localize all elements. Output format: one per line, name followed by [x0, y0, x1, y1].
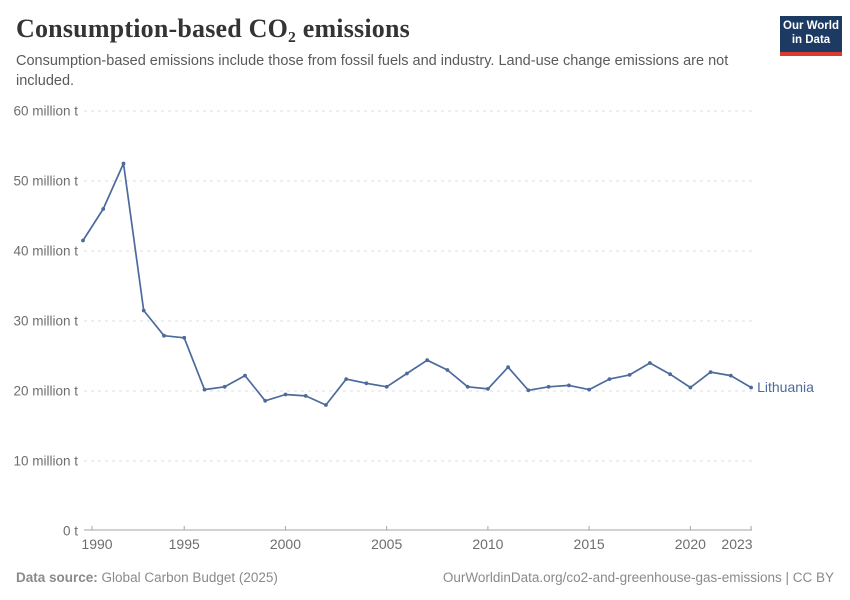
- y-tick-label: 50 million t: [13, 174, 78, 189]
- data-point[interactable]: 2019: 22.4 million t: [668, 372, 672, 377]
- data-point[interactable]: 2013: 20.6 million t: [546, 384, 551, 389]
- data-point[interactable]: 2005: 20.6 million t: [384, 384, 389, 389]
- owid-logo[interactable]: Our World in Data: [780, 16, 842, 56]
- y-tick-label: 10 million t: [13, 454, 78, 469]
- x-tick-label: 1995: [169, 536, 200, 552]
- chart-footer: Data source: Global Carbon Budget (2025)…: [16, 570, 834, 585]
- y-tick-label: 20 million t: [13, 384, 78, 399]
- entity-label[interactable]: Lithuania: [757, 379, 814, 395]
- data-source-label: Data source:: [16, 570, 98, 585]
- data-point[interactable]: 2014: 20.8 million t: [567, 383, 571, 388]
- data-point[interactable]: 2004: 21.1 million t: [364, 381, 369, 386]
- data-point[interactable]: 1998: 22.2 million t: [243, 373, 247, 378]
- data-point[interactable]: 2011: 23.4 million t: [506, 365, 510, 370]
- data-point[interactable]: 1994: 27.9 million t: [162, 333, 166, 338]
- data-point[interactable]: 2009: 20.6 million t: [465, 384, 470, 389]
- logo-line2: in Data: [791, 33, 831, 46]
- chart-subtitle: Consumption-based emissions include thos…: [16, 53, 729, 89]
- line-series[interactable]: [82, 162, 752, 406]
- data-point[interactable]: 1999: 18.6 million t: [263, 398, 268, 403]
- x-tick-label: 2023: [721, 536, 752, 552]
- data-point[interactable]: 1993: 31.5 million t: [141, 308, 146, 313]
- data-point[interactable]: 2003: 21.7 million t: [344, 377, 349, 381]
- data-point[interactable]: 2015: 20.2 million t: [587, 387, 591, 392]
- data-point[interactable]: 2016: 21.7 million t: [607, 377, 612, 381]
- credit-link[interactable]: OurWorldinData.org/co2-and-greenhouse-ga…: [442, 570, 834, 585]
- x-tick-label: 2020: [675, 536, 706, 552]
- data-point[interactable]: 1995: 27.6 million t: [182, 335, 187, 340]
- data-point[interactable]: 2007: 24.4 million t: [425, 358, 430, 363]
- data-point[interactable]: 1997: 20.6 million t: [222, 384, 227, 389]
- data-point[interactable]: 2021: 22.7 million t: [708, 370, 713, 374]
- data-point[interactable]: 2020: 20.5 million t: [688, 385, 693, 390]
- y-tick-label: 30 million t: [13, 314, 78, 329]
- data-point[interactable]: 2012: 20.1 million t: [526, 388, 531, 393]
- data-point[interactable]: 1991: 46 million t: [101, 207, 106, 211]
- data-point[interactable]: 2006: 22.5 million t: [405, 371, 409, 376]
- data-point[interactable]: 2017: 22.3 million t: [627, 373, 632, 377]
- data-point[interactable]: 1992: 52.5 million t: [121, 161, 126, 166]
- logo-line1: Our World: [783, 20, 840, 32]
- data-point[interactable]: 2018: 24 million t: [648, 361, 652, 365]
- x-tick-label: 2000: [270, 536, 301, 552]
- x-tick-label: 2015: [574, 536, 605, 552]
- data-point[interactable]: 2001: 19.3 million t: [303, 394, 308, 398]
- x-tick-label: 2010: [472, 536, 503, 552]
- data-point[interactable]: 1996: 20.2 million t: [202, 387, 207, 392]
- x-tick-label: 2005: [371, 536, 402, 552]
- y-tick-label: 0 t: [63, 524, 78, 539]
- data-point[interactable]: 2010: 20.3 million t: [486, 387, 490, 391]
- data-point[interactable]: 2022: 22.2 million t: [728, 373, 733, 378]
- y-tick-label: 40 million t: [13, 244, 78, 259]
- data-point[interactable]: 2002: 18 million t: [324, 403, 328, 407]
- data-point[interactable]: 2000: 19.5 million t: [283, 392, 288, 397]
- data-point[interactable]: 2008: 23 million t: [445, 368, 450, 372]
- data-point[interactable]: 2023: 20.5 million t: [749, 385, 753, 390]
- y-tick-label: 60 million t: [13, 104, 78, 119]
- data-source-value: Global Carbon Budget (2025): [101, 570, 278, 585]
- chart-title: Consumption-based CO₂ emissions: [16, 14, 410, 43]
- data-source: Data source: Global Carbon Budget (2025): [16, 570, 278, 585]
- data-point[interactable]: 1990: 41.5 million t: [81, 238, 85, 243]
- x-tick-label: 1990: [81, 536, 112, 552]
